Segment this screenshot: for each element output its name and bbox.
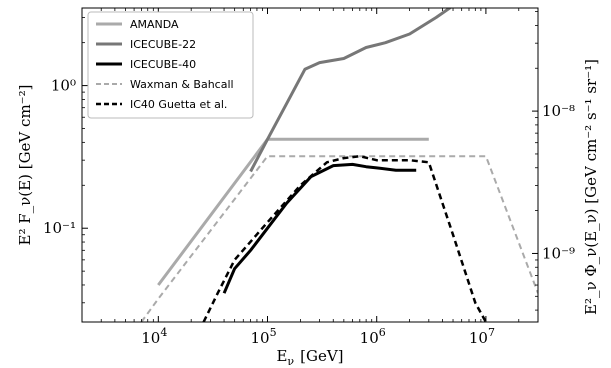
x-axis-title-unit: [GeV] [300, 347, 343, 365]
x-axis-title: Eν [GeV] [276, 347, 343, 368]
left-axis-title: E² F_ν(E) [GeV cm⁻²] [16, 85, 34, 246]
legend-label-icecube-22: ICECUBE-22 [130, 38, 196, 51]
legend-label-waxman-bahcall: Waxman & Bahcall [130, 78, 234, 91]
series-line-ic40-guetta-et-al [202, 154, 487, 322]
ticks-layer: 104 105 106 107 10⁻¹ 10⁰ 10⁻⁹ 10⁻⁸ [43, 8, 575, 347]
legend-label-icecube-40: ICECUBE-40 [130, 58, 196, 71]
legend: AMANDA ICECUBE-22 ICECUBE-40 Waxman & Bahca… [87, 11, 254, 119]
legend-label-amanda: AMANDA [130, 18, 179, 31]
x-axis-title-base: E [276, 347, 287, 365]
series-line-icecube-40 [222, 162, 417, 294]
legend-box [87, 11, 254, 119]
x-tick-label: 106 [360, 326, 386, 347]
plot-frame [81, 7, 539, 323]
x-tick-label: 105 [250, 326, 276, 347]
series-line-icecube-22 [249, 8, 453, 173]
left-tick-label: 10⁻¹ [43, 219, 76, 237]
legend-label-ic40-guetta-et-al: IC40 Guetta et al. [130, 98, 227, 111]
series-line-amanda [157, 137, 429, 286]
x-tick-label: 104 [141, 326, 167, 347]
series-line-waxman-bahcall [140, 155, 538, 322]
x-tick-label: 107 [469, 326, 495, 347]
series-layer [140, 8, 538, 322]
left-tick-label: 10⁰ [51, 77, 76, 95]
x-axis-title-sub: ν [287, 355, 294, 368]
right-axis-title: E²_ν Φ_ν(E_ν) [GeV cm⁻² s⁻¹ sr⁻¹] [582, 59, 600, 315]
right-tick-label: 10⁻⁹ [542, 244, 575, 262]
right-tick-label: 10⁻⁸ [542, 102, 575, 120]
